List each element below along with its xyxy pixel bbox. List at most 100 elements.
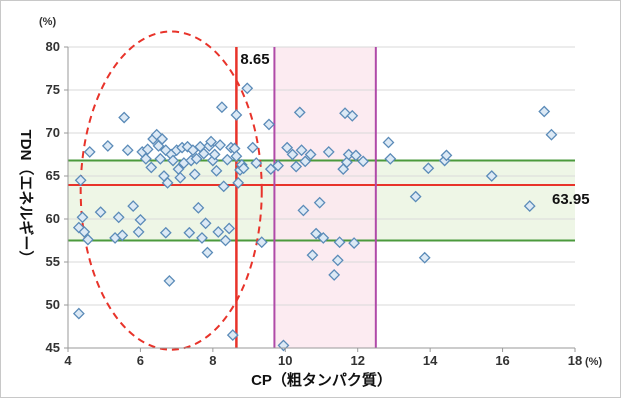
- data-point: [72, 307, 85, 320]
- data-point: [422, 162, 435, 175]
- point-layer: [72, 82, 558, 352]
- data-point: [81, 233, 94, 246]
- data-point: [304, 148, 317, 161]
- x-tick-label: 12: [350, 353, 364, 368]
- y-tick-label: 70: [46, 125, 60, 140]
- data-point: [94, 206, 107, 219]
- data-point: [188, 168, 201, 181]
- data-point: [221, 153, 234, 166]
- data-point: [112, 211, 125, 224]
- axes-layer: 4 6 8 10 12 14 16 18 45 50 55 60 65 70 75 80: [46, 39, 583, 368]
- data-point: [246, 141, 259, 154]
- y-tick-label: 80: [46, 39, 60, 54]
- data-point: [241, 82, 254, 95]
- data-point: [485, 170, 498, 182]
- data-point: [545, 128, 558, 141]
- pink-range-band: [274, 47, 376, 348]
- data-point: [116, 229, 129, 242]
- data-point: [384, 152, 397, 165]
- y-tick-label: 60: [46, 211, 60, 226]
- data-point: [121, 144, 134, 157]
- x-tick-label: 14: [423, 353, 438, 368]
- data-point: [317, 232, 330, 244]
- x-axis-title: CP（粗タンパク質）: [251, 371, 392, 389]
- data-point: [230, 109, 243, 121]
- data-point: [357, 155, 370, 168]
- y-tick-label: 45: [46, 340, 60, 355]
- x-tick-label: 6: [137, 353, 144, 368]
- data-point: [208, 148, 221, 161]
- data-point: [328, 268, 341, 281]
- data-point: [145, 161, 158, 174]
- data-point: [382, 136, 395, 149]
- data-point: [281, 141, 294, 154]
- reference-line-layer: [68, 47, 575, 348]
- data-point: [76, 211, 89, 224]
- data-point: [199, 217, 212, 230]
- data-point: [196, 232, 208, 244]
- data-point: [348, 237, 361, 249]
- data-point: [192, 201, 205, 214]
- data-point: [290, 160, 303, 173]
- x-reference-label: 8.65: [240, 51, 269, 68]
- y-tick-label: 75: [46, 82, 60, 97]
- data-point: [440, 149, 453, 162]
- data-point: [230, 150, 243, 163]
- y-axis-title: TDN（エネルギー）: [17, 130, 35, 266]
- data-point: [159, 226, 172, 239]
- data-point: [523, 200, 536, 213]
- data-point: [161, 176, 174, 189]
- data-point: [310, 227, 322, 240]
- data-point: [190, 152, 203, 165]
- data-point: [286, 148, 299, 161]
- data-point: [538, 105, 551, 118]
- data-point: [349, 149, 362, 162]
- data-point: [183, 226, 196, 239]
- y-tick-label: 65: [46, 168, 60, 183]
- data-point: [201, 246, 214, 259]
- data-point: [215, 101, 228, 114]
- data-point: [197, 147, 210, 160]
- data-point: [141, 143, 154, 156]
- data-point: [331, 254, 344, 267]
- data-point: [293, 106, 306, 119]
- data-point: [101, 139, 114, 152]
- data-point: [299, 155, 312, 168]
- highlight-ellipse: [79, 30, 263, 351]
- x-unit-label: (%): [585, 356, 602, 368]
- y-reference-label: 63.95: [552, 191, 590, 208]
- data-point: [74, 174, 87, 187]
- data-point: [154, 152, 167, 165]
- data-point: [418, 251, 431, 264]
- x-tick-label: 10: [278, 353, 292, 368]
- data-point: [346, 109, 359, 122]
- data-point: [223, 222, 236, 235]
- data-point: [342, 148, 355, 161]
- data-point: [226, 329, 239, 342]
- y-tick-label: 50: [46, 297, 60, 312]
- data-point: [237, 162, 250, 175]
- data-point: [83, 146, 96, 158]
- data-point: [127, 200, 140, 213]
- data-point: [272, 159, 284, 172]
- data-point: [78, 225, 91, 238]
- data-point: [409, 190, 422, 203]
- data-point: [295, 144, 308, 157]
- data-point: [263, 118, 275, 131]
- x-tick-label: 16: [495, 353, 509, 368]
- data-point: [297, 204, 310, 217]
- y-tick-label: 55: [46, 254, 60, 269]
- data-point: [139, 152, 152, 165]
- x-tick-label: 4: [64, 353, 72, 368]
- data-point: [219, 234, 232, 247]
- data-point: [232, 176, 245, 189]
- data-point: [132, 225, 145, 238]
- data-point: [205, 135, 217, 148]
- data-point: [333, 236, 346, 249]
- data-point: [313, 196, 326, 209]
- data-point: [118, 111, 131, 124]
- data-point: [156, 133, 169, 145]
- data-point: [255, 236, 268, 249]
